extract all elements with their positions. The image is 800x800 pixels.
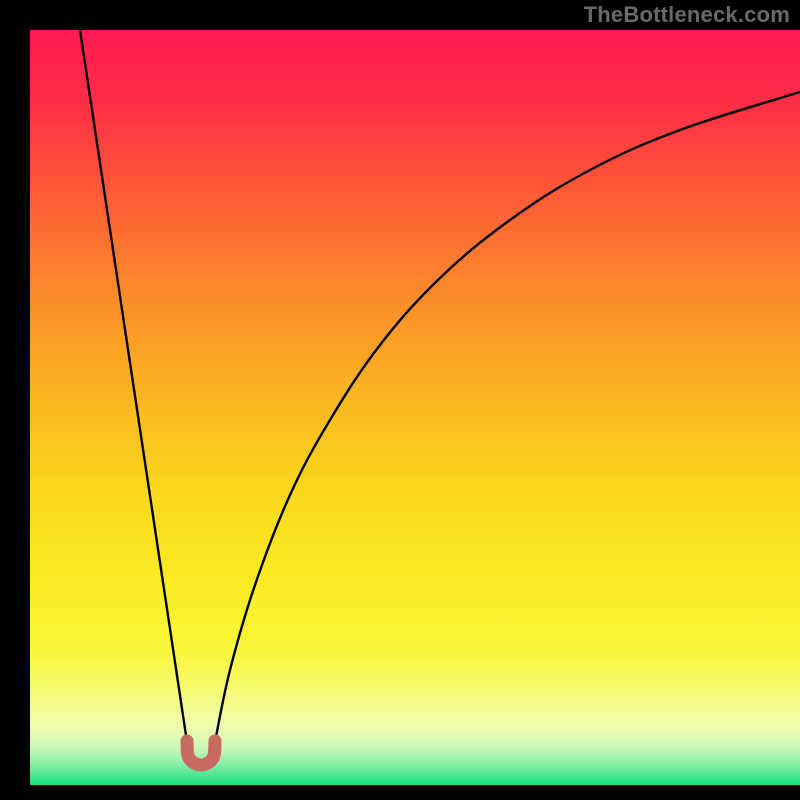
dip-marker-path	[187, 741, 215, 765]
watermark-label: TheBottleneck.com	[584, 2, 790, 28]
dip-marker	[178, 732, 224, 776]
curve-right	[215, 92, 800, 742]
bottleneck-curves	[30, 30, 800, 785]
curve-left	[80, 30, 187, 742]
plot-area	[30, 30, 800, 785]
